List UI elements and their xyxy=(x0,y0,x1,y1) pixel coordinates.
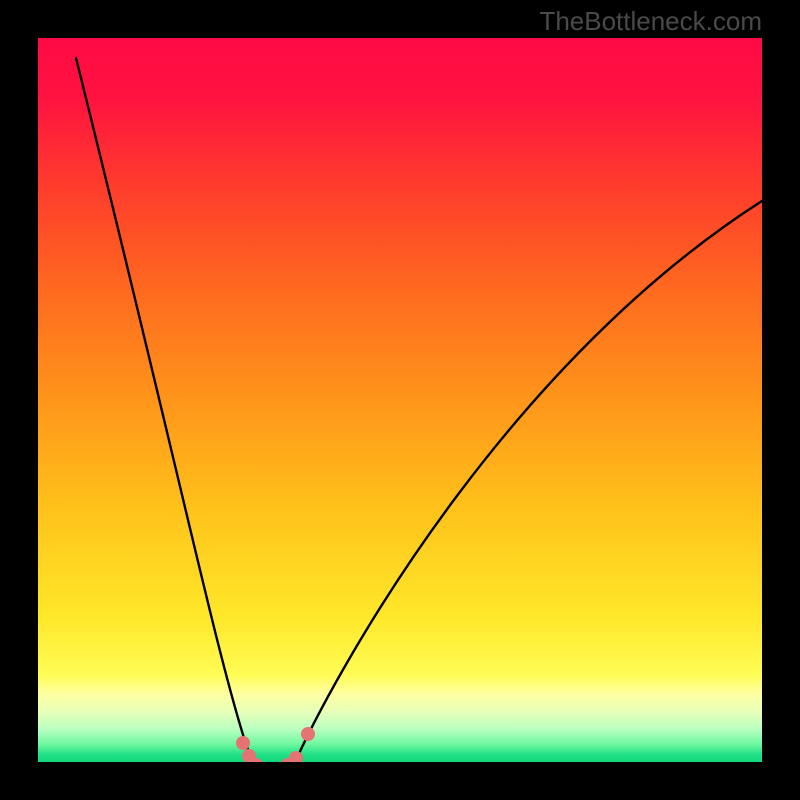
curve-marker xyxy=(301,727,315,741)
watermark-text: TheBottleneck.com xyxy=(539,6,762,37)
curve-marker xyxy=(236,736,250,750)
chart-frame: TheBottleneck.com xyxy=(0,0,800,800)
chart-svg xyxy=(0,0,800,800)
gradient-background xyxy=(38,38,762,762)
